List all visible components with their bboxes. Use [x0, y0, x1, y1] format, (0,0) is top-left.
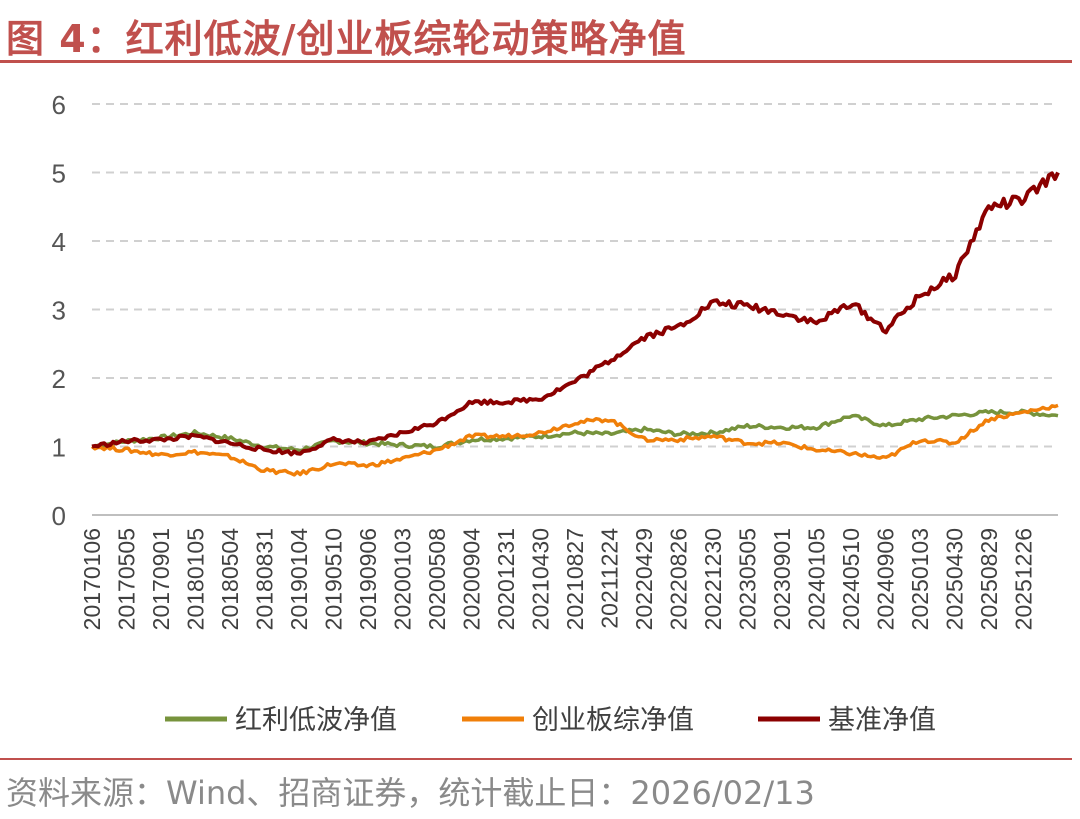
x-tick-label: 20240906 [873, 528, 899, 630]
x-tick-label: 20200904 [459, 528, 485, 631]
x-tick-label: 20170106 [79, 528, 105, 630]
x-tick-label: 20180504 [217, 528, 243, 631]
y-tick-label: 5 [52, 159, 66, 189]
x-tick-label: 20190906 [355, 528, 381, 630]
legend-label: 基准净值 [828, 705, 936, 736]
x-tick-label: 20220826 [666, 528, 692, 630]
x-tick-label: 20210827 [562, 528, 588, 630]
x-tick-label: 20230505 [735, 528, 761, 630]
x-tick-label: 20211224 [597, 528, 623, 629]
line-chart: 0 1 2 3 4 5 6 20170106 20170505 20170901 20180105… [52, 90, 1060, 736]
x-tick-label: 20240105 [804, 528, 830, 630]
y-tick-label: 0 [52, 501, 66, 531]
y-tick-label: 2 [52, 364, 66, 394]
x-tick-label: 20250829 [976, 528, 1002, 630]
x-tick-label: 20190104 [286, 528, 312, 631]
x-tick-label: 20200103 [390, 528, 416, 630]
y-axis-ticks: 0 1 2 3 4 5 6 [52, 90, 66, 531]
x-tick-label: 20180105 [183, 528, 209, 630]
x-tick-label: 20180831 [252, 528, 278, 630]
legend-label: 创业板综净值 [532, 705, 694, 736]
x-tick-label: 20221230 [700, 528, 726, 630]
x-axis-ticks: 20170106 20170505 20170901 20180105 20180504… [79, 528, 1037, 631]
x-tick-label: 20220429 [631, 528, 657, 630]
x-tick-label: 20170901 [148, 528, 174, 630]
x-tick-label: 20210430 [528, 528, 554, 630]
x-tick-label: 20251226 [1011, 528, 1037, 630]
y-tick-label: 1 [52, 433, 66, 463]
x-tick-label: 20200508 [424, 528, 450, 630]
x-tick-label: 20190510 [321, 528, 347, 630]
source-note: 资料来源：Wind、招商证券，统计截止日：2026/02/13 [6, 774, 815, 812]
x-tick-label: 20170505 [114, 528, 140, 630]
y-tick-label: 3 [52, 296, 66, 326]
y-tick-label: 6 [52, 90, 66, 120]
gridlines [92, 103, 1058, 516]
series-lines [90, 171, 1060, 477]
footer-divider [0, 758, 1072, 760]
x-tick-label: 20201231 [493, 528, 519, 630]
x-tick-label: 20240510 [838, 528, 864, 630]
title-divider [0, 60, 1072, 63]
series-line [91, 171, 1060, 457]
legend: 红利低波净值 创业板综净值 基准净值 [165, 705, 936, 736]
legend-label: 红利低波净值 [235, 705, 397, 736]
series-line [91, 408, 1059, 453]
x-tick-label: 20230901 [769, 528, 795, 630]
x-tick-label: 20250430 [942, 528, 968, 630]
y-tick-label: 4 [52, 227, 66, 257]
x-tick-label: 20250103 [907, 528, 933, 630]
figure-title: 图 4：红利低波/创业板综轮动策略净值 [6, 17, 687, 61]
series-line [90, 403, 1059, 477]
